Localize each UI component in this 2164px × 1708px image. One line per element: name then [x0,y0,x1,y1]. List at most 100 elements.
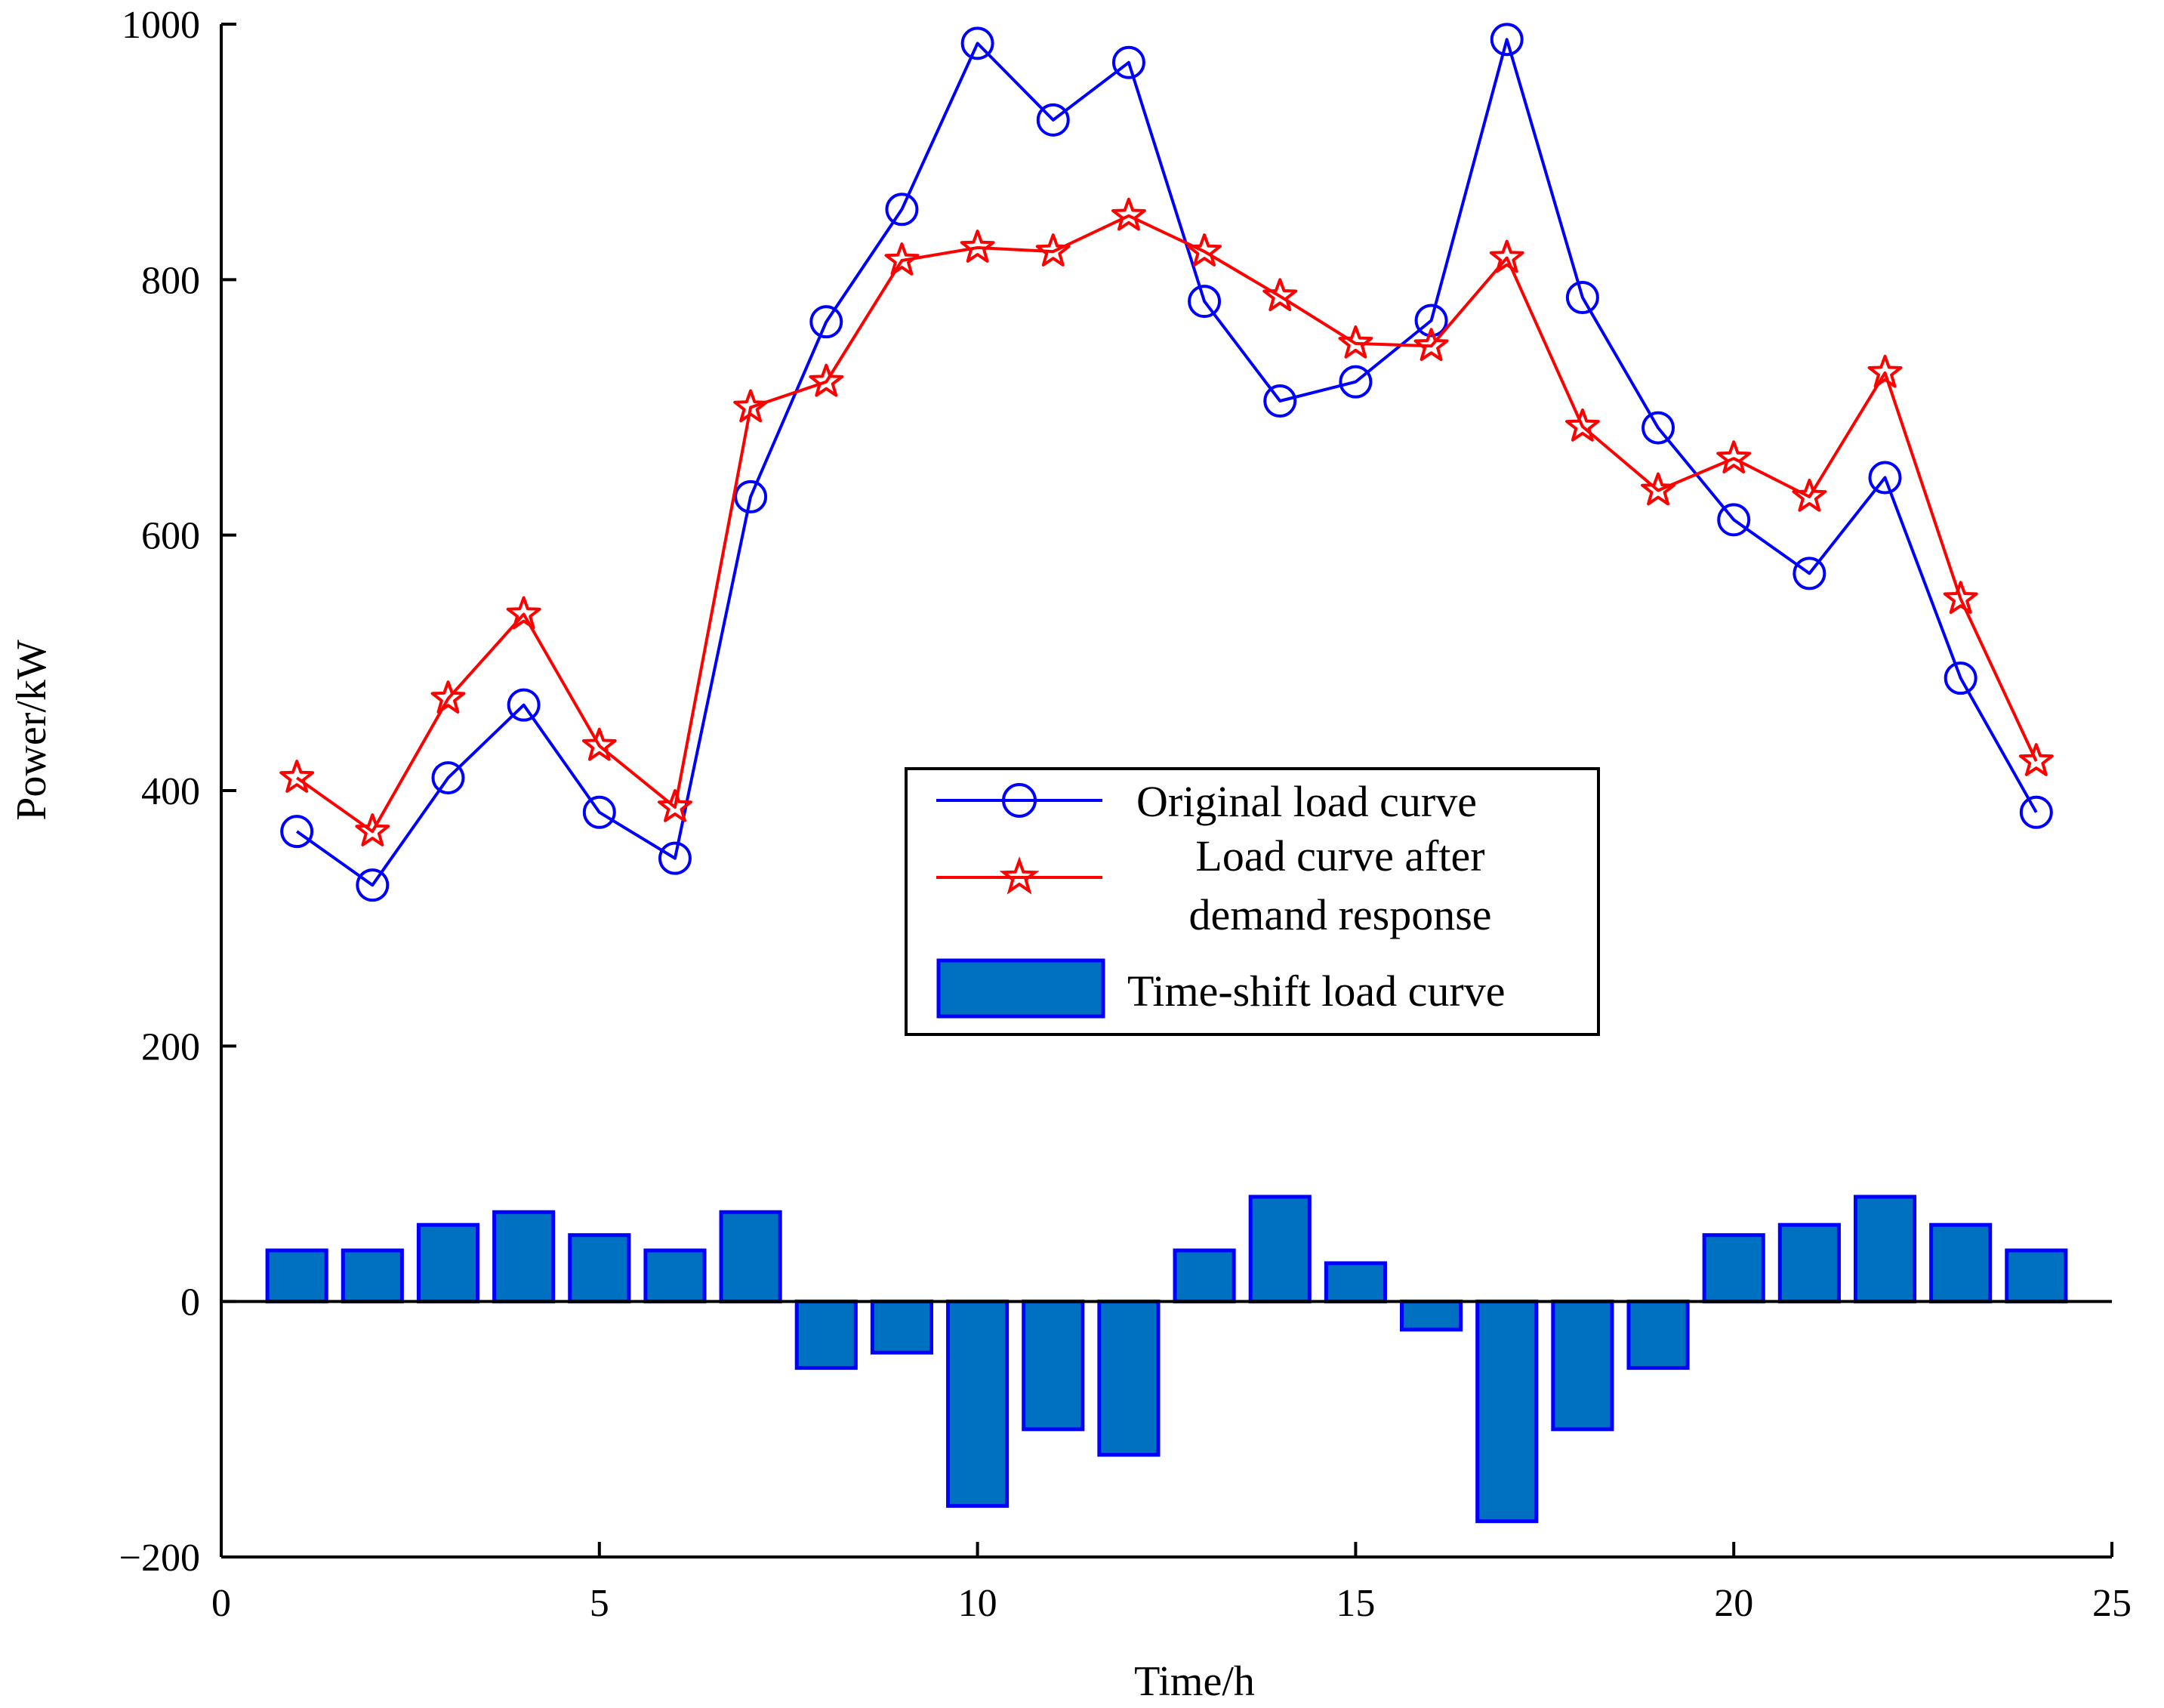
x-tick-label: 25 [2092,1582,2132,1625]
legend-original-marker [1002,783,1037,818]
legend: Original load curve Load curve after dem… [905,767,1600,1036]
original-load-point [1490,23,1524,57]
original-load-point [960,26,994,60]
original-load-point [356,868,390,902]
original-load-point [1565,281,1599,315]
time-shift-bar [794,1299,858,1370]
time-shift-bar [1248,1195,1312,1304]
demand-response-load-point [1943,581,1978,614]
y-tick-label: 600 [141,515,200,558]
x-tick-label: 10 [958,1582,997,1625]
demand-response-load-point [1716,440,1752,473]
demand-response-load-point [355,813,390,846]
original-load-point [885,193,919,227]
original-load-point [1641,411,1675,445]
legend-original-label: Original load curve [1136,777,1477,826]
time-shift-bar [870,1299,934,1355]
axes: 0 5 10 15 20 25 −200 0 200 400 600 800 1000 [119,4,2132,1625]
original-load-point [1868,461,1902,495]
time-shift-bar [2005,1248,2068,1304]
time-shift-bar [1626,1299,1690,1370]
original-load-point [1717,503,1751,537]
y-tick-label: 400 [141,770,200,813]
original-load-point [1036,103,1070,137]
demand-response-load-point [1035,233,1071,267]
original-load-point [1944,661,1978,695]
y-tick-label: 1000 [122,4,200,47]
time-shift-bar [1022,1299,1085,1432]
demand-response-load-line [296,214,2038,834]
original-load-point [431,761,465,795]
time-shift-bar [1929,1222,1993,1304]
demand-response-load-point [1111,197,1146,231]
original-load-line [296,38,2038,887]
y-tick-label: 0 [180,1281,200,1324]
y-tick-label: −200 [119,1537,200,1580]
original-load-point [734,479,768,513]
time-shift-bar [416,1222,480,1304]
original-load-point [2019,795,2053,829]
time-shift-bar [1551,1299,1614,1432]
y-tick-label: 800 [141,259,200,302]
original-load-point [1793,556,1826,590]
time-shift-bar [341,1248,404,1304]
time-shift-bar [1702,1233,1765,1304]
legend-dr-marker [999,856,1040,895]
time-shift-bar [1777,1222,1841,1304]
time-shift-bar [1324,1261,1387,1304]
demand-response-load-point [960,230,995,263]
time-shift-bar [946,1299,1010,1508]
demand-response-load-point [581,727,617,761]
original-load-point [1188,285,1222,319]
demand-response-load-point [1413,328,1449,362]
x-tick-label: 15 [1336,1582,1375,1625]
demand-response-load-point [1262,278,1298,312]
legend-bar-swatch [936,958,1105,1019]
line-series [279,23,2054,902]
bar-series [265,1195,2068,1524]
legend-dr-label-line2: demand response [1188,890,1491,939]
original-load-point [1414,304,1448,338]
demand-response-load-point [733,389,768,423]
original-load-point [507,688,541,722]
demand-response-load-point [884,242,920,276]
legend-dr-label-line1: Load curve after [1195,831,1484,880]
demand-response-load-point [1867,354,1903,388]
demand-response-load-point [658,789,692,822]
demand-response-load-point [506,596,541,630]
demand-response-load-point [809,363,844,397]
time-shift-bar [492,1210,556,1304]
original-load-point [582,795,616,829]
time-shift-bar [1399,1299,1463,1332]
demand-response-load-point [279,760,315,793]
original-load-point [658,841,692,875]
time-shift-bar [1173,1248,1236,1304]
time-shift-bar [568,1233,631,1304]
demand-response-load-point [1187,233,1222,267]
time-shift-bar [1097,1299,1161,1457]
original-load-point [1111,45,1145,79]
x-tick-label: 0 [211,1582,231,1625]
time-shift-bar [643,1248,707,1304]
y-tick-label: 200 [141,1025,200,1068]
original-load-point [1263,384,1297,418]
demand-response-load-point [1565,408,1600,442]
original-load-point [809,305,843,339]
time-shift-bar [265,1248,328,1304]
time-shift-bar [1853,1195,1917,1304]
x-tick-label: 5 [590,1582,609,1625]
demand-response-load-point [1338,325,1373,359]
original-load-point [1339,365,1373,399]
time-shift-bar [719,1210,782,1304]
demand-response-load-point [1489,239,1524,273]
y-axis-title: Power/kW [8,640,55,821]
demand-response-load-point [1792,478,1827,512]
original-load-point [280,815,314,849]
x-tick-label: 20 [1714,1582,1753,1625]
demand-response-load-point [430,680,466,714]
demand-response-load-point [1641,472,1675,506]
x-axis-title: Time/h [1134,1658,1255,1705]
demand-response-load-point [2018,743,2054,776]
time-shift-bar [1475,1299,1539,1524]
